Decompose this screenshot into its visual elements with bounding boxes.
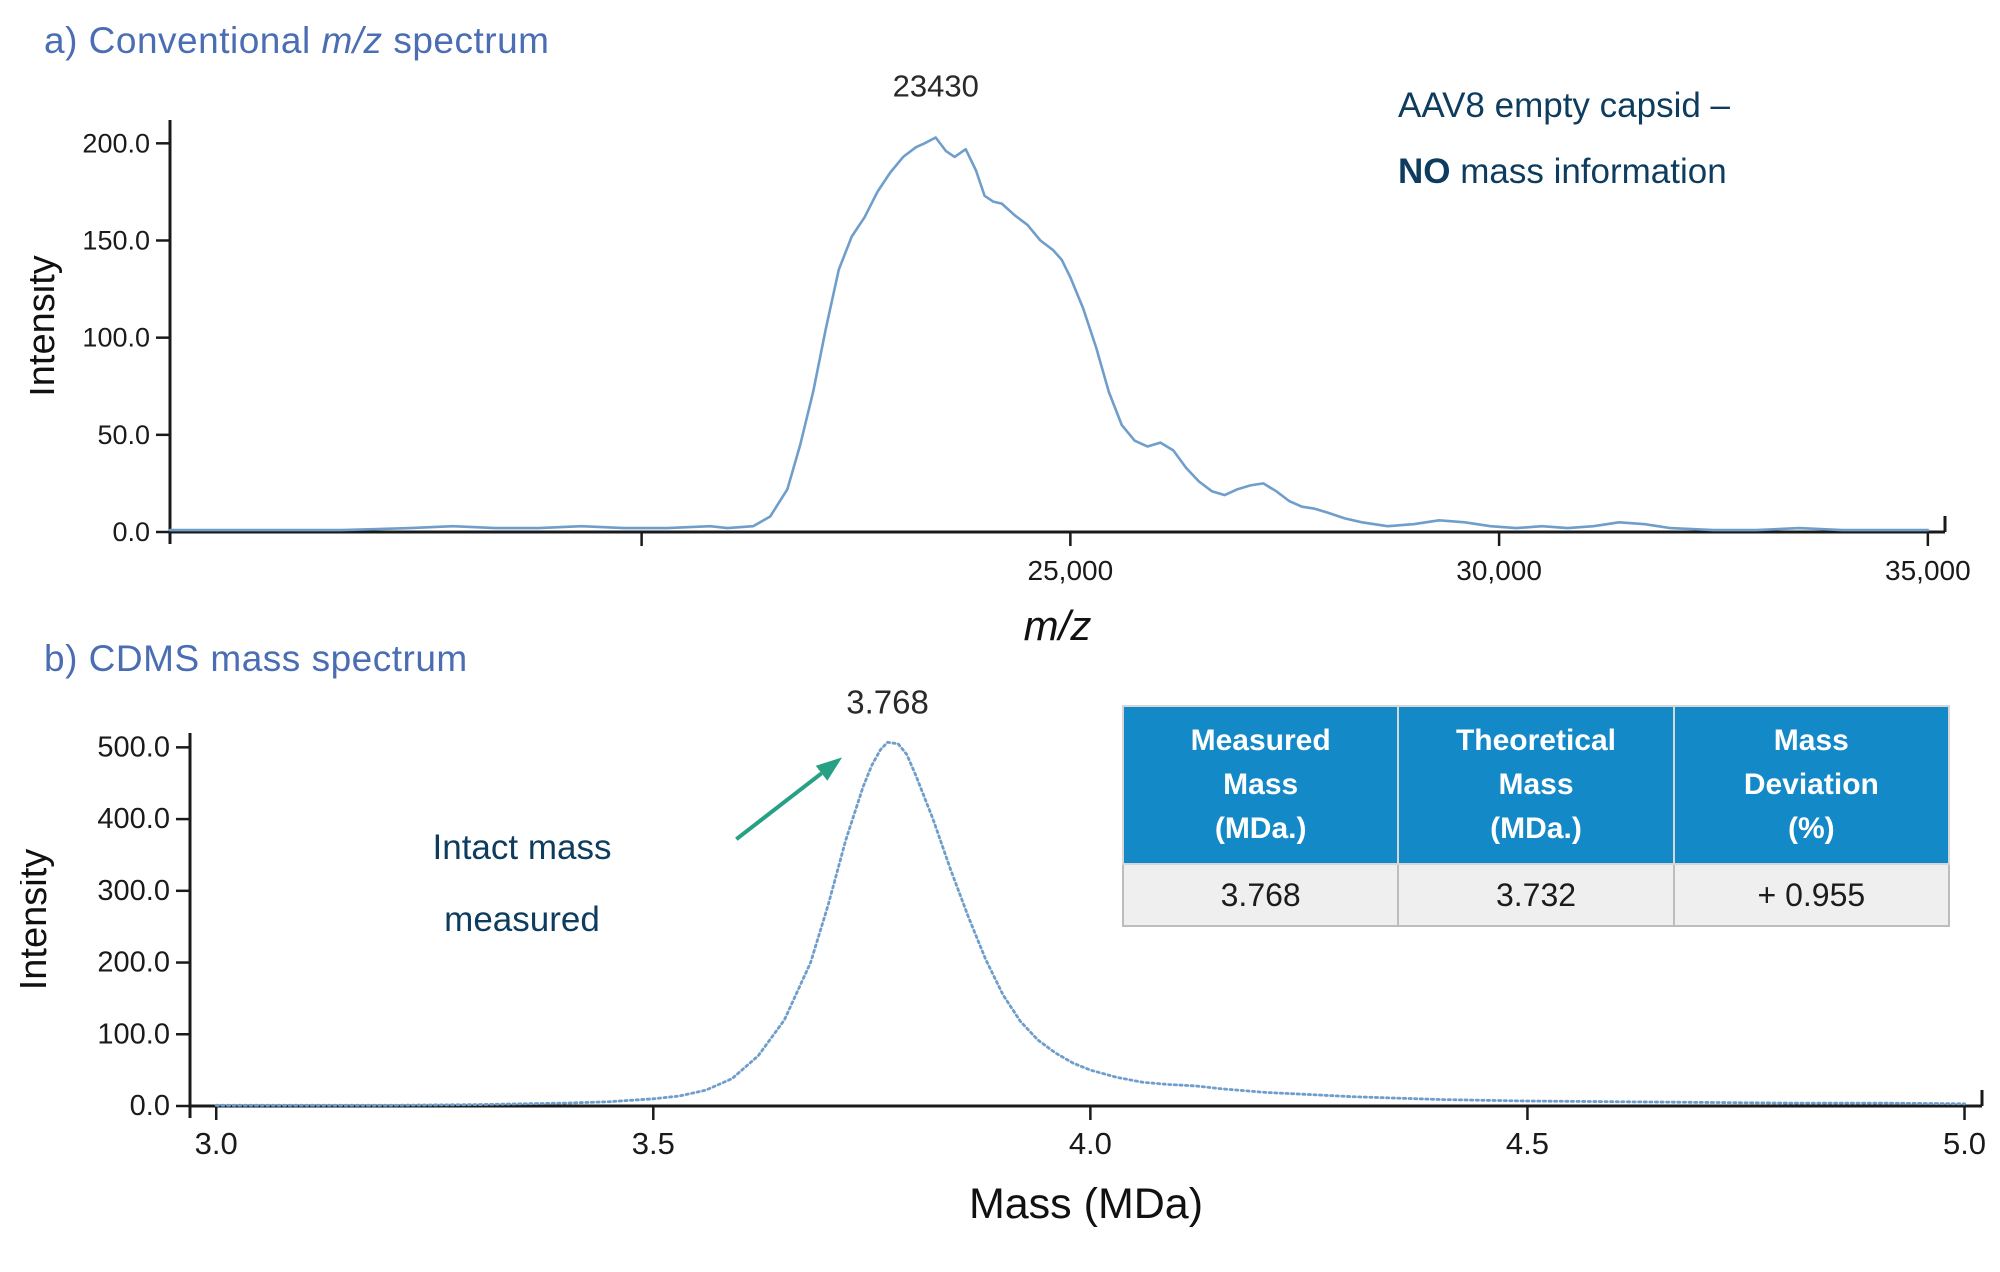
y-tick-label: 50.0 bbox=[97, 420, 150, 450]
y-tick-label: 300.0 bbox=[97, 875, 170, 907]
spectrum-trace bbox=[168, 136, 1930, 532]
x-tick-label: 4.5 bbox=[1506, 1126, 1549, 1161]
y-tick-label: 500.0 bbox=[97, 731, 170, 763]
x-tick-label: 35,000 bbox=[1885, 555, 1971, 586]
intact-mass-line2: measured bbox=[444, 900, 600, 939]
chart-a-title-suffix: spectrum bbox=[382, 20, 550, 61]
y-tick-label: 0.0 bbox=[130, 1090, 170, 1122]
y-axis-label: Intensity bbox=[30, 255, 63, 397]
chart-a-title-prefix: a) Conventional bbox=[44, 20, 322, 61]
aav8-annotation-no: NO bbox=[1398, 152, 1451, 191]
y-tick-label: 200.0 bbox=[97, 947, 170, 979]
mass-deviation-value: + 0.955 bbox=[1672, 863, 1951, 927]
theoretical-mass-value: 3.732 bbox=[1397, 863, 1675, 927]
table-row: 3.768 3.732 + 0.955 bbox=[1121, 863, 1951, 927]
chart-a-title-mz: m/z bbox=[321, 20, 383, 61]
peak-label: 23430 bbox=[893, 70, 979, 104]
aav8-annotation: AAV8 empty capsid – NO mass information bbox=[1398, 86, 1730, 192]
peak-label: 3.768 bbox=[846, 688, 929, 721]
x-tick-label: 25,000 bbox=[1028, 555, 1114, 586]
intact-mass-annotation: Intact mass measured bbox=[372, 828, 672, 940]
chart-a-title: a) Conventional m/z spectrum bbox=[44, 20, 550, 62]
conventional-mz-spectrum-chart: 0.0 50.0 100.0 150.0 200.0 25,000 30,000 35,000… bbox=[30, 70, 1971, 649]
annotation-arrow-head bbox=[815, 757, 843, 781]
x-axis-label: Mass (MDa) bbox=[969, 1180, 1203, 1228]
y-tick-label: 100.0 bbox=[97, 1018, 170, 1050]
table-header-mass-deviation: Mass Deviation (%) bbox=[1672, 705, 1951, 865]
y-tick-label: 100.0 bbox=[82, 323, 150, 353]
spectrum-trace bbox=[214, 740, 1966, 1107]
intact-mass-line1: Intact mass bbox=[432, 828, 612, 867]
x-tick-label: 3.0 bbox=[195, 1126, 238, 1161]
cdms-mass-spectrum-chart: 0.0 100.0 200.0 300.0 400.0 500.0 3.0 3.5 4.0 4.5… bbox=[20, 688, 1986, 1228]
y-axis-label: Intensity bbox=[20, 849, 55, 991]
table-header-theoretical-mass: Theoretical Mass (MDa.) bbox=[1397, 705, 1675, 865]
y-tick-label: 400.0 bbox=[97, 803, 170, 835]
x-tick-label: 30,000 bbox=[1456, 555, 1542, 586]
annotation-arrow-shaft bbox=[735, 771, 823, 841]
x-tick-label: 3.5 bbox=[632, 1126, 675, 1161]
x-tick-label: 5.0 bbox=[1943, 1126, 1986, 1161]
table-header-measured-mass: Measured Mass (MDa.) bbox=[1121, 705, 1400, 865]
chart-b-title: b) CDMS mass spectrum bbox=[44, 638, 468, 679]
measured-mass-value: 3.768 bbox=[1121, 863, 1400, 927]
y-tick-label: 150.0 bbox=[82, 225, 150, 255]
y-tick-label: 200.0 bbox=[82, 128, 150, 158]
x-axis-label: m/z bbox=[1024, 602, 1092, 649]
mass-results-table: Measured Mass (MDa.) Theoretical Mass (MDa.)… bbox=[1121, 705, 1951, 927]
y-tick-label: 0.0 bbox=[112, 517, 150, 547]
aav8-annotation-rest: mass information bbox=[1450, 152, 1727, 191]
aav8-annotation-line2: NO mass information bbox=[1398, 152, 1730, 192]
aav8-annotation-line1: AAV8 empty capsid – bbox=[1398, 86, 1731, 125]
x-tick-label: 4.0 bbox=[1069, 1126, 1112, 1161]
